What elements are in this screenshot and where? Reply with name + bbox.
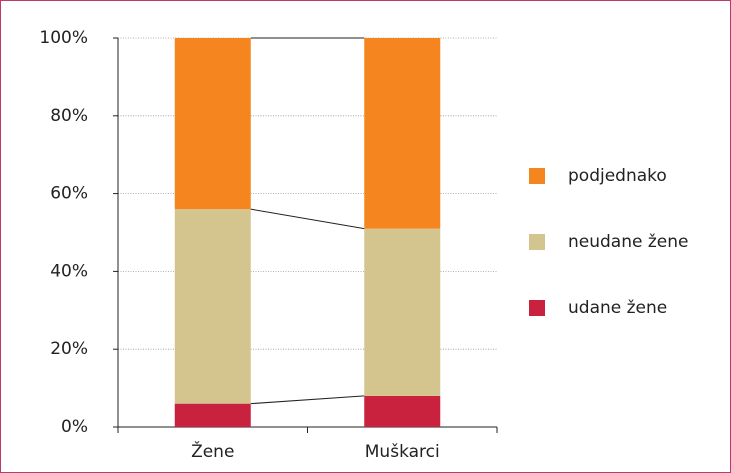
x-tick-label: Žene bbox=[191, 440, 234, 462]
bar-segment bbox=[174, 38, 251, 210]
series-line bbox=[250, 395, 365, 405]
y-tick-label: 0% bbox=[61, 417, 88, 437]
bar-segment bbox=[174, 209, 251, 404]
legend-label: neudane žene bbox=[568, 232, 688, 252]
legend-swatch bbox=[529, 168, 545, 184]
y-tick-label: 80% bbox=[50, 106, 88, 126]
y-tick-label: 40% bbox=[50, 261, 88, 281]
bar-segment bbox=[364, 395, 441, 427]
legend-label: udane žene bbox=[568, 298, 667, 318]
legend-swatch bbox=[529, 234, 545, 250]
y-tick-label: 100% bbox=[39, 28, 88, 48]
series-line bbox=[250, 208, 365, 230]
legend-swatch bbox=[529, 300, 545, 316]
y-tick-label: 60% bbox=[50, 184, 88, 204]
bar-segment bbox=[174, 403, 251, 427]
legend-label: podjednako bbox=[568, 166, 667, 186]
x-tick-label: Muškarci bbox=[365, 442, 440, 462]
bar-segment bbox=[364, 38, 441, 229]
bar-segment bbox=[364, 228, 441, 396]
y-tick-label: 20% bbox=[50, 339, 88, 359]
